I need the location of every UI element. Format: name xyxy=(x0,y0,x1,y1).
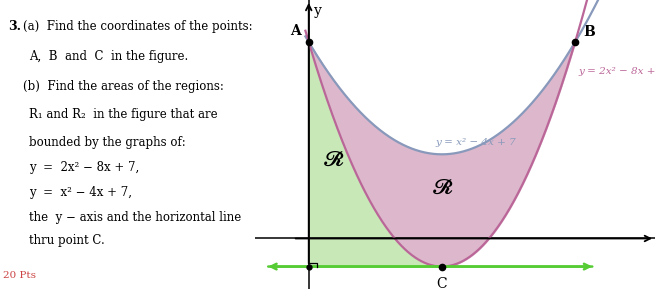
Text: thru point C.: thru point C. xyxy=(29,234,105,247)
Text: y  =  x² − 4x + 7,: y = x² − 4x + 7, xyxy=(29,186,132,199)
Text: 3.: 3. xyxy=(8,20,21,33)
Text: bounded by the graphs of:: bounded by the graphs of: xyxy=(29,136,186,149)
Text: A,  B  and  C  in the figure.: A, B and C in the figure. xyxy=(29,50,189,63)
Text: R₁ and R₂  in the figure that are: R₁ and R₂ in the figure that are xyxy=(29,108,218,121)
Text: ℛ₂: ℛ₂ xyxy=(323,150,350,170)
Text: y = 2x² − 8x + 7: y = 2x² − 8x + 7 xyxy=(578,67,655,76)
Text: ℛ₁: ℛ₁ xyxy=(432,178,458,198)
Text: y = x² − 4x + 7: y = x² − 4x + 7 xyxy=(435,138,516,147)
Text: (a)  Find the coordinates of the points:: (a) Find the coordinates of the points: xyxy=(23,20,253,33)
Text: (b)  Find the areas of the regions:: (b) Find the areas of the regions: xyxy=(23,80,224,93)
Text: y  =  2x² − 8x + 7,: y = 2x² − 8x + 7, xyxy=(29,161,140,174)
Text: B: B xyxy=(583,25,595,39)
Text: 20 Pts: 20 Pts xyxy=(3,271,35,280)
Polygon shape xyxy=(309,42,442,266)
Text: y: y xyxy=(314,4,322,18)
Text: C: C xyxy=(437,277,447,289)
Text: A: A xyxy=(290,24,301,38)
Text: the  y − axis and the horizontal line: the y − axis and the horizontal line xyxy=(29,211,242,224)
